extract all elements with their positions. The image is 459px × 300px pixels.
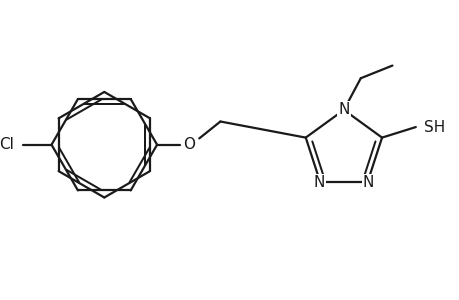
Text: Cl: Cl (0, 137, 14, 152)
Text: O: O (182, 137, 194, 152)
Text: N: N (313, 175, 324, 190)
Text: N: N (362, 175, 374, 190)
Text: N: N (337, 102, 349, 117)
Text: SH: SH (423, 120, 444, 135)
